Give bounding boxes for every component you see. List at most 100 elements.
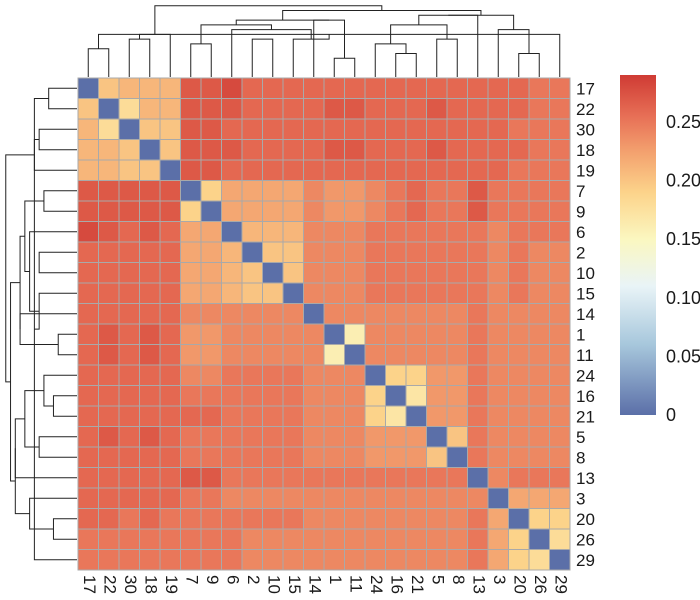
heatmap-cell xyxy=(118,344,140,366)
heatmap-cell xyxy=(323,77,345,99)
heatmap-cell xyxy=(405,508,427,530)
heatmap-cell xyxy=(446,405,468,427)
heatmap-cell xyxy=(323,528,345,550)
heatmap-cell xyxy=(221,487,243,509)
heatmap-cell xyxy=(221,467,243,489)
heatmap-cell xyxy=(549,262,571,284)
heatmap-cell xyxy=(385,364,407,386)
row-label: 6 xyxy=(576,223,585,242)
heatmap-cell xyxy=(139,426,161,448)
heatmap-cell xyxy=(180,241,202,263)
column-dendrogram-branch xyxy=(395,52,417,77)
heatmap-cell xyxy=(323,180,345,202)
heatmap-cell xyxy=(221,364,243,386)
heatmap-cell xyxy=(385,262,407,284)
heatmap-cell xyxy=(446,282,468,304)
heatmap-cell xyxy=(159,508,181,530)
heatmap-cell xyxy=(221,344,243,366)
heatmap-cell xyxy=(385,344,407,366)
heatmap-cell xyxy=(98,385,120,407)
heatmap-cell xyxy=(241,426,263,448)
heatmap-cell xyxy=(487,98,509,120)
heatmap-cell xyxy=(77,98,99,120)
heatmap-cell xyxy=(221,262,243,284)
heatmap-cell xyxy=(282,446,304,468)
heatmap-cell xyxy=(241,364,263,386)
heatmap-cell xyxy=(487,282,509,304)
heatmap-cell xyxy=(200,323,222,345)
heatmap-cell xyxy=(385,118,407,140)
heatmap-cell xyxy=(139,487,161,509)
heatmap-cell xyxy=(364,282,386,304)
heatmap-cell xyxy=(405,385,427,407)
heatmap-cell xyxy=(262,528,284,550)
heatmap-cell xyxy=(282,118,304,140)
heatmap-cell xyxy=(385,528,407,550)
heatmap-cell xyxy=(487,77,509,99)
heatmap-cell xyxy=(98,282,120,304)
column-dendrogram xyxy=(87,5,561,77)
heatmap-cell xyxy=(180,180,202,202)
heatmap-cell xyxy=(344,344,366,366)
heatmap-cell xyxy=(528,139,550,161)
heatmap-cell xyxy=(200,446,222,468)
heatmap-cell xyxy=(200,262,222,284)
heatmap-cell xyxy=(487,159,509,181)
heatmap-cell xyxy=(118,385,140,407)
heatmap-cell xyxy=(549,344,571,366)
heatmap-cell xyxy=(549,508,571,530)
heatmap-cell xyxy=(446,467,468,489)
heatmap-cell xyxy=(98,180,120,202)
column-dendrogram-branch xyxy=(200,24,272,44)
heatmap-cell xyxy=(446,159,468,181)
row-label: 1 xyxy=(576,325,585,344)
colorbar-tick-label: 0.10 xyxy=(666,288,700,308)
heatmap-cell xyxy=(200,405,222,427)
heatmap-cell xyxy=(241,405,263,427)
row-dendrogram-branch xyxy=(10,282,21,482)
heatmap-cell xyxy=(385,487,407,509)
heatmap-cell xyxy=(241,98,263,120)
heatmap-cell xyxy=(180,77,202,99)
heatmap-cell xyxy=(344,323,366,345)
column-label: 18 xyxy=(141,575,160,594)
heatmap-cell xyxy=(303,139,325,161)
heatmap-cell xyxy=(241,323,263,345)
heatmap-cell xyxy=(364,139,386,161)
heatmap-cell xyxy=(344,159,366,181)
heatmap-cell xyxy=(467,426,489,448)
column-label: 1 xyxy=(326,575,345,584)
heatmap-cell xyxy=(385,405,407,427)
column-dendrogram-branch xyxy=(98,33,561,77)
heatmap-cell xyxy=(139,159,161,181)
heatmap-cell xyxy=(221,385,243,407)
heatmap-cell xyxy=(98,200,120,222)
heatmap-cell xyxy=(508,426,530,448)
heatmap-cell xyxy=(508,98,530,120)
heatmap-cell xyxy=(344,364,366,386)
heatmap-cell xyxy=(487,508,509,530)
row-label: 20 xyxy=(576,510,595,529)
heatmap-cell xyxy=(180,385,202,407)
heatmap-cell xyxy=(487,364,509,386)
heatmap-cell xyxy=(426,180,448,202)
heatmap-cell xyxy=(426,467,448,489)
row-label: 26 xyxy=(576,530,595,549)
row-dendrogram-branch xyxy=(33,98,77,561)
column-label: 21 xyxy=(408,575,427,594)
heatmap-cell xyxy=(262,200,284,222)
heatmap-cell xyxy=(241,118,263,140)
heatmap-cell xyxy=(364,98,386,120)
heatmap-cell xyxy=(426,426,448,448)
heatmap-cell xyxy=(467,98,489,120)
heatmap-cell xyxy=(77,303,99,325)
column-label: 24 xyxy=(367,575,386,594)
heatmap-cell xyxy=(221,118,243,140)
heatmap-cell xyxy=(77,323,99,345)
heatmap-cell xyxy=(426,262,448,284)
heatmap-cell xyxy=(487,487,509,509)
row-label: 19 xyxy=(576,161,595,180)
heatmap-cell xyxy=(98,241,120,263)
heatmap-cell xyxy=(323,426,345,448)
heatmap-cell xyxy=(364,221,386,243)
